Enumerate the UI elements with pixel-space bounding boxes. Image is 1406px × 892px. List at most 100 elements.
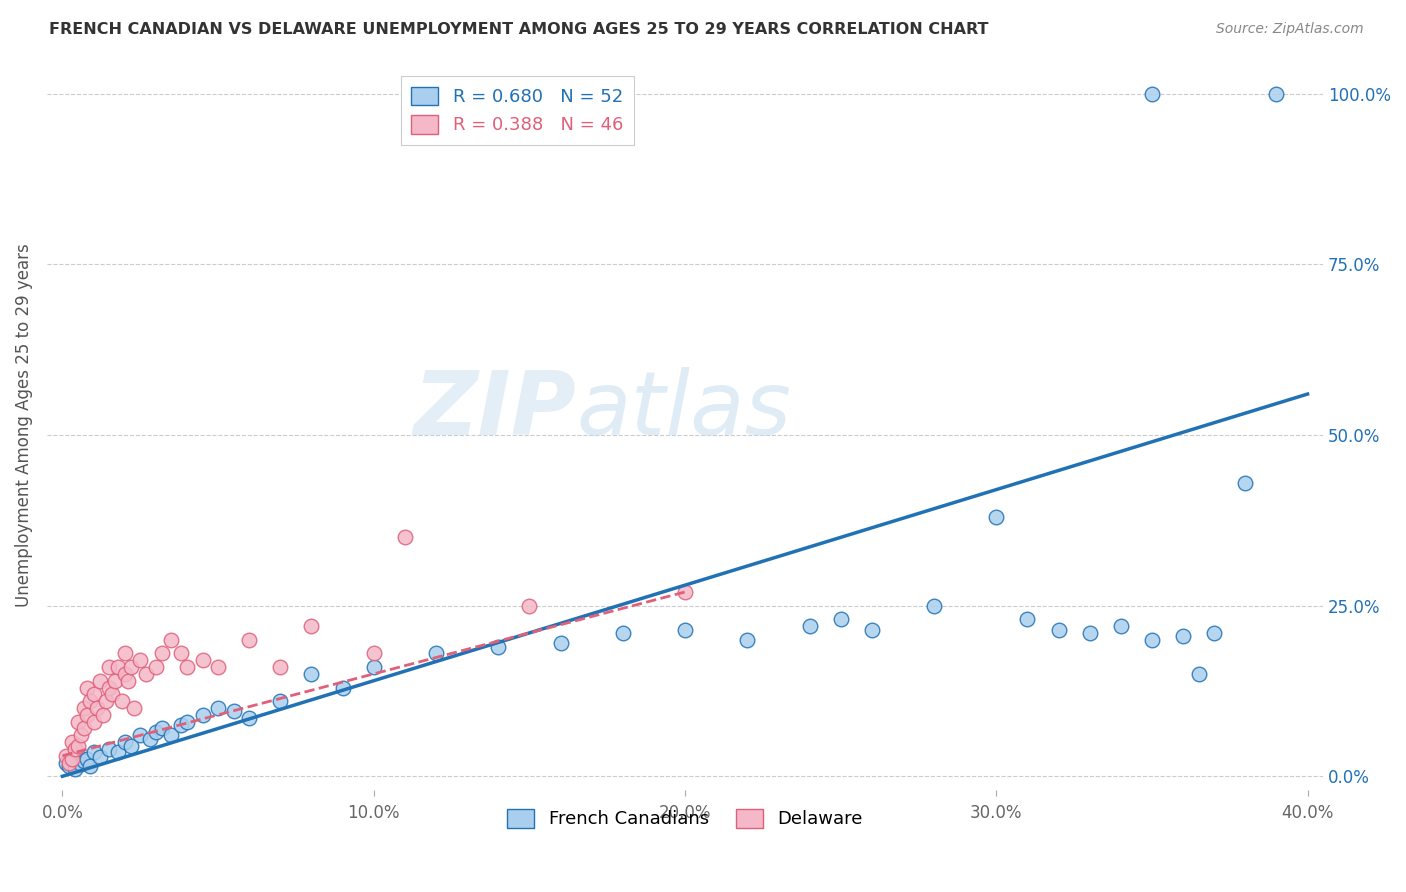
Point	[1140, 632, 1163, 647]
Point	[860, 623, 883, 637]
Point	[83, 687, 105, 701]
Point	[101, 687, 124, 701]
Point	[83, 714, 105, 729]
Point	[73, 701, 96, 715]
Point	[301, 666, 323, 681]
Point	[222, 705, 245, 719]
Point	[120, 660, 142, 674]
Point	[60, 752, 83, 766]
Point	[58, 756, 80, 770]
Point	[122, 701, 145, 715]
Point	[160, 728, 183, 742]
Point	[107, 745, 129, 759]
Point	[114, 666, 136, 681]
Point	[55, 756, 77, 770]
Point	[986, 509, 1008, 524]
Point	[1204, 626, 1226, 640]
Point	[117, 673, 139, 688]
Point	[58, 759, 80, 773]
Point	[145, 660, 167, 674]
Point	[612, 626, 634, 640]
Point	[138, 731, 160, 746]
Point	[363, 660, 385, 674]
Point	[332, 681, 354, 695]
Text: FRENCH CANADIAN VS DELAWARE UNEMPLOYMENT AMONG AGES 25 TO 29 YEARS CORRELATION C: FRENCH CANADIAN VS DELAWARE UNEMPLOYMENT…	[49, 22, 988, 37]
Point	[129, 728, 152, 742]
Point	[170, 718, 193, 732]
Point	[98, 742, 121, 756]
Point	[301, 619, 323, 633]
Point	[73, 754, 96, 768]
Point	[66, 714, 89, 729]
Point	[1017, 612, 1039, 626]
Point	[70, 728, 93, 742]
Point	[89, 673, 111, 688]
Y-axis label: Unemployment Among Ages 25 to 29 years: Unemployment Among Ages 25 to 29 years	[15, 243, 32, 607]
Point	[922, 599, 945, 613]
Point	[238, 711, 260, 725]
Point	[66, 748, 89, 763]
Point	[120, 739, 142, 753]
Point	[1234, 475, 1257, 490]
Point	[1171, 629, 1194, 643]
Point	[114, 647, 136, 661]
Point	[79, 694, 101, 708]
Point	[60, 735, 83, 749]
Point	[1078, 626, 1101, 640]
Point	[486, 640, 509, 654]
Point	[79, 759, 101, 773]
Point	[63, 763, 86, 777]
Text: Source: ZipAtlas.com: Source: ZipAtlas.com	[1216, 22, 1364, 37]
Point	[55, 748, 77, 763]
Point	[89, 750, 111, 764]
Point	[425, 647, 447, 661]
Point	[98, 681, 121, 695]
Point	[363, 647, 385, 661]
Point	[176, 714, 198, 729]
Point	[86, 701, 108, 715]
Point	[1047, 623, 1070, 637]
Point	[110, 694, 132, 708]
Point	[63, 742, 86, 756]
Point	[60, 752, 83, 766]
Point	[673, 623, 696, 637]
Point	[94, 694, 117, 708]
Point	[70, 756, 93, 771]
Point	[519, 599, 541, 613]
Point	[107, 660, 129, 674]
Point	[207, 701, 229, 715]
Point	[176, 660, 198, 674]
Point	[394, 530, 416, 544]
Point	[98, 660, 121, 674]
Point	[1188, 666, 1211, 681]
Point	[76, 681, 98, 695]
Point	[735, 632, 758, 647]
Text: ZIP: ZIP	[413, 367, 576, 454]
Point	[76, 752, 98, 766]
Point	[269, 660, 291, 674]
Point	[269, 694, 291, 708]
Point	[83, 745, 105, 759]
Point	[191, 707, 214, 722]
Point	[1265, 87, 1288, 101]
Point	[91, 707, 114, 722]
Legend: French Canadians, Delaware: French Canadians, Delaware	[501, 802, 870, 836]
Point	[207, 660, 229, 674]
Point	[550, 636, 572, 650]
Point	[160, 632, 183, 647]
Point	[104, 673, 127, 688]
Point	[1109, 619, 1132, 633]
Point	[150, 647, 173, 661]
Point	[76, 707, 98, 722]
Point	[799, 619, 821, 633]
Point	[73, 722, 96, 736]
Point	[145, 725, 167, 739]
Point	[673, 585, 696, 599]
Point	[238, 632, 260, 647]
Point	[170, 647, 193, 661]
Point	[1140, 87, 1163, 101]
Point	[830, 612, 852, 626]
Point	[135, 666, 157, 681]
Point	[114, 735, 136, 749]
Point	[150, 722, 173, 736]
